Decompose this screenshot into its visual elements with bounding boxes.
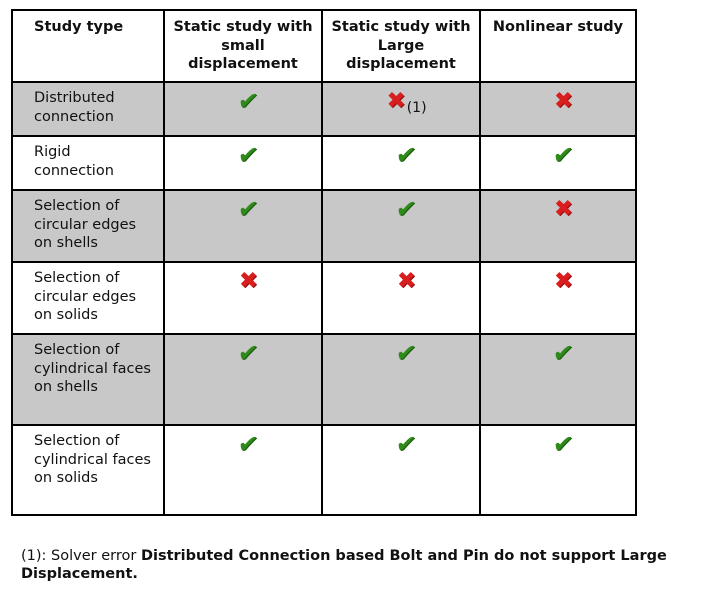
cell-nonlinear: ✖ (479, 261, 637, 335)
check-icon: ✔ (551, 141, 576, 169)
check-icon: ✔ (236, 141, 261, 169)
cross-icon: ✖ (553, 196, 574, 222)
row-label: Rigid connection (11, 135, 165, 191)
cross-icon: ✖ (238, 268, 259, 294)
cell-static-small: ✔ (163, 424, 323, 516)
table-row: Selection of circular edges on solids ✖ … (11, 261, 637, 335)
header-study-type: Study type (11, 9, 165, 83)
check-icon: ✔ (551, 339, 576, 367)
table-row: Distributed connection ✔ ✖(1) ✖ (11, 81, 637, 137)
header-row: Study type Static study with small displ… (11, 9, 637, 83)
check-icon: ✔ (394, 339, 419, 367)
table-row: Selection of cylindrical faces on shells… (11, 333, 637, 426)
cell-static-large: ✔ (321, 424, 481, 516)
table-row: Selection of circular edges on shells ✔ … (11, 189, 637, 263)
table-row: Rigid connection ✔ ✔ ✔ (11, 135, 637, 191)
footnote-ref: (1) (406, 100, 427, 116)
check-icon: ✔ (236, 195, 261, 223)
cross-icon: ✖ (396, 268, 417, 294)
check-icon: ✔ (236, 430, 261, 458)
footnote: (1): Solver error Distributed Connection… (21, 547, 701, 583)
cell-nonlinear: ✔ (479, 135, 637, 191)
row-label: Selection of cylindrical faces on solids (11, 424, 165, 516)
cell-static-large: ✖(1) (321, 81, 481, 137)
check-icon: ✔ (394, 195, 419, 223)
header-static-large: Static study with Large displacement (321, 9, 481, 83)
cell-nonlinear: ✖ (479, 189, 637, 263)
cell-static-large: ✔ (321, 189, 481, 263)
check-icon: ✔ (236, 339, 261, 367)
cell-static-small: ✔ (163, 333, 323, 426)
cell-static-large: ✔ (321, 333, 481, 426)
check-icon: ✔ (394, 430, 419, 458)
cell-static-small: ✖ (163, 261, 323, 335)
header-static-small: Static study with small displacement (163, 9, 323, 83)
row-label: Selection of cylindrical faces on shells (11, 333, 165, 426)
check-icon: ✔ (236, 87, 261, 115)
header-nonlinear: Nonlinear study (479, 9, 637, 83)
cell-static-large: ✖ (321, 261, 481, 335)
cell-static-large: ✔ (321, 135, 481, 191)
cell-nonlinear: ✔ (479, 333, 637, 426)
row-label: Selection of circular edges on solids (11, 261, 165, 335)
footnote-prefix: (1): Solver error (21, 548, 141, 564)
cell-static-small: ✔ (163, 189, 323, 263)
check-icon: ✔ (551, 430, 576, 458)
cell-static-small: ✔ (163, 81, 323, 137)
cell-static-small: ✔ (163, 135, 323, 191)
table-row: Selection of cylindrical faces on solids… (11, 424, 637, 516)
footnote-bold-text: Distributed Connection based Bolt and Pi… (21, 548, 667, 582)
cell-nonlinear: ✔ (479, 424, 637, 516)
cross-icon: ✖ (553, 88, 574, 114)
row-label: Distributed connection (11, 81, 165, 137)
check-icon: ✔ (394, 141, 419, 169)
compatibility-table: Study type Static study with small displ… (11, 9, 637, 516)
row-label: Selection of circular edges on shells (11, 189, 165, 263)
cross-icon: ✖ (553, 268, 574, 294)
cell-nonlinear: ✖ (479, 81, 637, 137)
cross-icon: ✖ (386, 88, 406, 114)
